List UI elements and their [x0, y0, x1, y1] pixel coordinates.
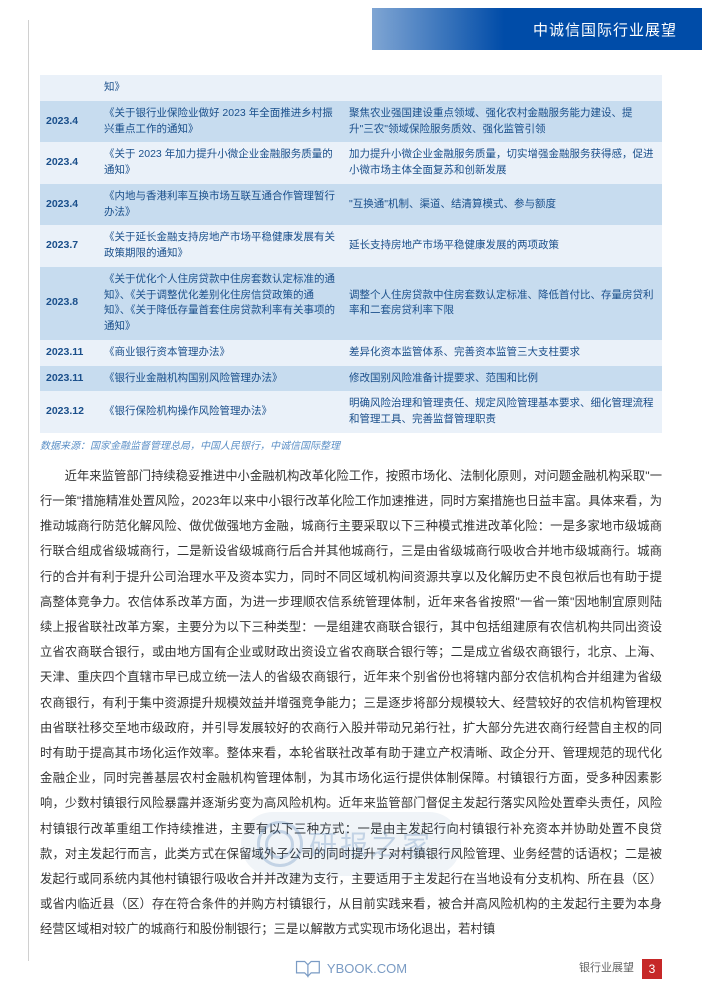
table-row: 2023.4《关于银行业保险业做好 2023 年全面推进乡村振兴重点工作的通知》… — [40, 101, 662, 143]
policy-desc: 加力提升小微企业金融服务质量，切实增强金融服务获得感，促进小微市场主体全面复苏和… — [343, 142, 662, 184]
table-row: 2023.4《关于 2023 年加力提升小微企业金融服务质量的通知》加力提升小微… — [40, 142, 662, 184]
policy-title: 《银行业金融机构国别风险管理办法》 — [98, 366, 343, 392]
table-row: 2023.12《银行保险机构操作风险管理办法》明确风险治理和管理责任、规定风险管… — [40, 391, 662, 433]
policy-desc: 明确风险治理和管理责任、规定风险管理基本要求、细化管理流程和管理工具、完善监督管… — [343, 391, 662, 433]
table-row: 2023.7《关于延长金融支持房地产市场平稳健康发展有关政策期限的通知》延长支持… — [40, 225, 662, 267]
policy-date — [40, 75, 98, 101]
policy-desc: 延长支持房地产市场平稳健康发展的两项政策 — [343, 225, 662, 267]
policy-date: 2023.4 — [40, 142, 98, 184]
policy-title: 《商业银行资本管理办法》 — [98, 340, 343, 366]
policy-desc: 调整个人住房贷款中住房套数认定标准、降低首付比、存量房贷利率和二套房贷利率下限 — [343, 267, 662, 340]
footer-label: 银行业展望 — [579, 959, 634, 975]
policy-date: 2023.8 — [40, 267, 98, 340]
table-row: 2023.4《内地与香港利率互换市场互联互通合作管理暂行办法》"互换通"机制、渠… — [40, 184, 662, 226]
policy-title: 《关于延长金融支持房地产市场平稳健康发展有关政策期限的通知》 — [98, 225, 343, 267]
policy-title: 《内地与香港利率互换市场互联互通合作管理暂行办法》 — [98, 184, 343, 226]
data-source: 数据来源：国家金融监督管理总局，中国人民银行，中诚信国际整理 — [40, 437, 662, 452]
policy-title: 《关于银行业保险业做好 2023 年全面推进乡村振兴重点工作的通知》 — [98, 101, 343, 143]
vertical-divider — [28, 20, 29, 961]
table-row: 2023.8《关于优化个人住房贷款中住房套数认定标准的通知》、《关于调整优化差别… — [40, 267, 662, 340]
header-banner: 中诚信国际行业展望 — [372, 8, 702, 50]
policy-table: 知》2023.4《关于银行业保险业做好 2023 年全面推进乡村振兴重点工作的通… — [40, 75, 662, 433]
policy-date: 2023.12 — [40, 391, 98, 433]
policy-desc — [343, 75, 662, 101]
policy-title: 《关于 2023 年加力提升小微企业金融服务质量的通知》 — [98, 142, 343, 184]
table-row: 2023.11《商业银行资本管理办法》差异化资本监管体系、完善资本监管三大支柱要… — [40, 340, 662, 366]
policy-title: 《银行保险机构操作风险管理办法》 — [98, 391, 343, 433]
body-paragraph: 近年来监管部门持续稳妥推进中小金融机构改革化险工作，按照市场化、法制化原则，对问… — [40, 464, 662, 943]
table-row: 2023.11《银行业金融机构国别风险管理办法》修改国别风险准备计提要求、范围和… — [40, 366, 662, 392]
policy-title: 《关于优化个人住房贷款中住房套数认定标准的通知》、《关于调整优化差别化住房信贷政… — [98, 267, 343, 340]
policy-desc: "互换通"机制、渠道、结清算模式、参与额度 — [343, 184, 662, 226]
policy-date: 2023.11 — [40, 340, 98, 366]
policy-date: 2023.4 — [40, 101, 98, 143]
page-number: 3 — [642, 959, 662, 979]
policy-desc: 聚焦农业强国建设重点领域、强化农村金融服务能力建设、提升"三农"领域保险服务质效… — [343, 101, 662, 143]
policy-date: 2023.7 — [40, 225, 98, 267]
policy-desc: 差异化资本监管体系、完善资本监管三大支柱要求 — [343, 340, 662, 366]
policy-date: 2023.11 — [40, 366, 98, 392]
table-row: 知》 — [40, 75, 662, 101]
policy-date: 2023.4 — [40, 184, 98, 226]
policy-desc: 修改国别风险准备计提要求、范围和比例 — [343, 366, 662, 392]
policy-title: 知》 — [98, 75, 343, 101]
